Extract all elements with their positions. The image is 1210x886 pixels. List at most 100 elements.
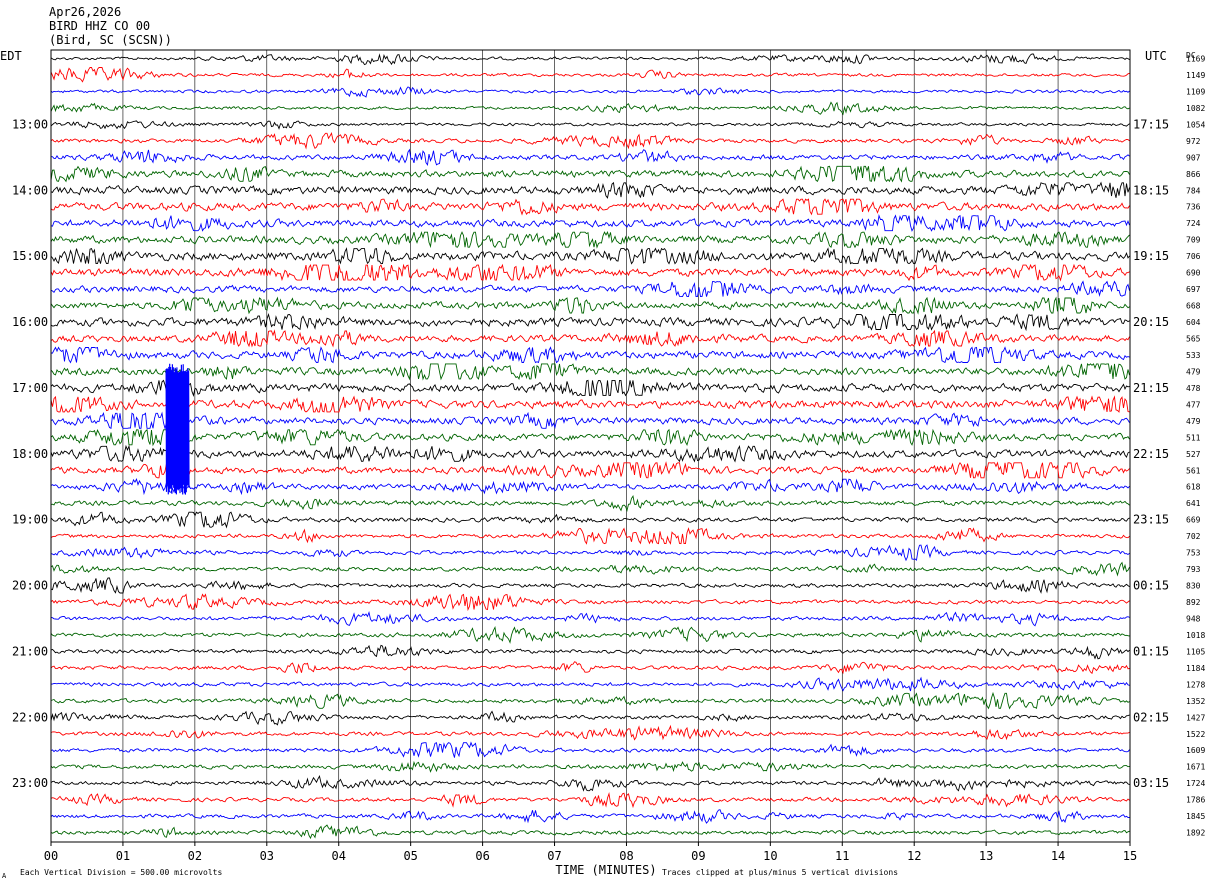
dc-offset-label: 565: [1186, 334, 1201, 343]
x-tick-label: 03: [260, 849, 274, 863]
dc-offset-label: 736: [1186, 203, 1201, 212]
seismic-trace: [50, 593, 1130, 612]
left-hour-label: 15:00: [12, 249, 48, 263]
dc-offset-label: 948: [1186, 614, 1201, 623]
dc-offset-label: 784: [1186, 186, 1201, 195]
right-hour-label: 17:15: [1133, 117, 1169, 131]
seismic-trace: [50, 792, 1130, 809]
x-tick-label: 05: [403, 849, 417, 863]
seismic-trace: [50, 214, 1130, 232]
seismic-trace: [50, 247, 1130, 265]
dc-offset-label: 709: [1186, 236, 1201, 245]
seismic-trace: [50, 312, 1130, 332]
dc-offset-label: 561: [1186, 466, 1201, 475]
dc-offset-label: 1082: [1186, 104, 1205, 113]
dc-offset-label: 1671: [1186, 763, 1205, 772]
x-tick-label: 11: [835, 849, 849, 863]
right-hour-label: 19:15: [1133, 249, 1169, 263]
seismic-trace: [50, 101, 1130, 116]
dc-offset-label: 690: [1186, 269, 1201, 278]
left-hour-label: 21:00: [12, 644, 48, 658]
seismic-trace: [50, 561, 1130, 577]
dc-offset-label: 511: [1186, 433, 1201, 442]
seismic-trace: [50, 329, 1130, 348]
left-hour-label: 17:00: [12, 381, 48, 395]
right-hour-label: 18:15: [1133, 183, 1169, 197]
dc-offset-label: 527: [1186, 450, 1201, 459]
dc-offset-label: 830: [1186, 582, 1201, 591]
dc-offset-label: 972: [1186, 137, 1201, 146]
dc-offset-label: 1278: [1186, 680, 1205, 689]
dc-offset-label: 1018: [1186, 631, 1205, 640]
x-tick-label: 12: [907, 849, 921, 863]
dc-offset-label: 668: [1186, 302, 1201, 311]
seismic-trace: [50, 724, 1130, 741]
right-hour-label: 03:15: [1133, 776, 1169, 790]
seismic-trace: [50, 395, 1130, 413]
dc-offset-label: 604: [1186, 318, 1201, 327]
seismic-trace: [50, 511, 1130, 529]
x-tick-label: 08: [619, 849, 633, 863]
dc-offset-label: 1892: [1186, 829, 1205, 838]
left-hour-label: 14:00: [12, 183, 48, 197]
dc-offset-label: 1109: [1186, 87, 1205, 96]
x-tick-labels: 00 01 02 03 04 05 06 07 08 09 10 11 12 13 14 15: [44, 842, 1137, 863]
seismic-trace: [50, 461, 1130, 480]
left-axis-label: EDT: [0, 49, 22, 63]
seismic-trace: [50, 495, 1130, 513]
dc-offset-label: 1105: [1186, 647, 1205, 656]
dc-offset-label: 641: [1186, 499, 1201, 508]
header-station: BIRD HHZ CO 00: [49, 19, 150, 33]
seismic-trace: [50, 710, 1130, 726]
dc-offset-label: 1786: [1186, 796, 1205, 805]
dc-offset-label: 1054: [1186, 120, 1205, 129]
seismic-trace: [50, 132, 1130, 150]
seismic-trace: [50, 263, 1130, 282]
dc-offset-label: 793: [1186, 565, 1201, 574]
seismic-trace: [50, 477, 1130, 496]
corner-mark: A: [2, 872, 7, 880]
dc-offset-label: 1149: [1186, 71, 1205, 80]
left-hour-label: 20:00: [12, 579, 48, 593]
seismic-trace: [50, 741, 1130, 758]
left-hour-label: 13:00: [12, 117, 48, 131]
right-hour-label: 22:15: [1133, 447, 1169, 461]
seismic-trace: [50, 231, 1130, 249]
seismic-trace: [50, 363, 1130, 381]
x-tick-label: 10: [763, 849, 777, 863]
x-tick-label: 02: [188, 849, 202, 863]
dc-offset-label: 1845: [1186, 812, 1205, 821]
dc-offset-label: 669: [1186, 516, 1201, 525]
seismic-trace: [50, 86, 1130, 98]
right-hour-label: 02:15: [1133, 710, 1169, 724]
dc-offset-label: 706: [1186, 252, 1201, 261]
seismic-trace: [50, 644, 1130, 660]
x-tick-label: 04: [332, 849, 346, 863]
dc-offset-label: 479: [1186, 417, 1201, 426]
dc-offset-label: 533: [1186, 351, 1201, 360]
right-hour-label: 01:15: [1133, 644, 1169, 658]
plot-frame: [50, 49, 1131, 843]
seismic-trace: [50, 676, 1130, 692]
seismic-trace: [50, 544, 1130, 562]
left-hour-labels: 13:00 14:00 15:00 16:00 17:00 18:00 19:00 20:00…: [12, 117, 48, 790]
dc-offset-label: 1522: [1186, 730, 1205, 739]
x-tick-label: 15: [1123, 849, 1137, 863]
dc-offset-label: 1724: [1186, 779, 1205, 788]
x-tick-label: 07: [547, 849, 561, 863]
left-hour-label: 23:00: [12, 776, 48, 790]
dc-offset-label: 1609: [1186, 746, 1205, 755]
dc-offset-label: 724: [1186, 219, 1201, 228]
x-axis-label: TIME (MINUTES): [555, 863, 656, 877]
dc-offset-label: 702: [1186, 532, 1201, 541]
seismic-trace: [50, 610, 1130, 627]
dc-offset-label: 1169: [1186, 55, 1205, 64]
seismic-trace: [50, 53, 1130, 66]
seismic-trace: [50, 824, 1130, 840]
seismic-trace: [50, 760, 1130, 773]
x-tick-label: 00: [44, 849, 58, 863]
dc-offset-label: 618: [1186, 483, 1201, 492]
dc-offset-label: 753: [1186, 549, 1201, 558]
seismic-trace: [50, 198, 1130, 216]
